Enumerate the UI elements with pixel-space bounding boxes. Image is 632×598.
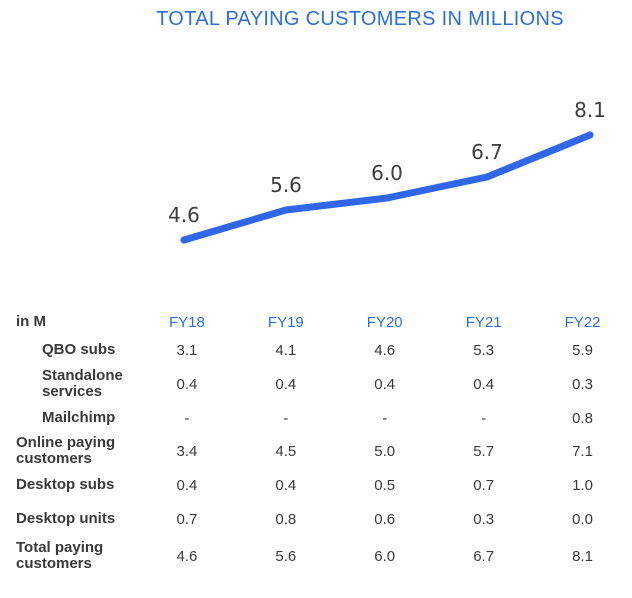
table-cell: 4.6 bbox=[374, 341, 396, 359]
table-cell: 5.0 bbox=[374, 442, 396, 460]
data-point bbox=[483, 173, 491, 181]
table-row: Online paying customers 3.4 4.5 5.0 5.7 … bbox=[16, 432, 632, 470]
table-cell: 5.6 bbox=[275, 547, 297, 565]
row-label: QBO subs bbox=[42, 341, 116, 358]
column-header: FY21 bbox=[465, 313, 502, 331]
table-cell: 0.4 bbox=[176, 375, 198, 393]
row-label: Online paying customers bbox=[16, 434, 116, 467]
row-label: Mailchimp bbox=[42, 409, 116, 426]
table-row: Standalone services 0.4 0.4 0.4 0.4 0.3 bbox=[16, 364, 632, 404]
column-header: FY19 bbox=[267, 313, 304, 331]
table-cell: 7.1 bbox=[572, 442, 593, 460]
data-label: 5.6 bbox=[270, 173, 302, 197]
column-header: FY18 bbox=[169, 313, 205, 331]
table-header-row: in M FY18 FY19 FY20 FY21 FY22 bbox=[16, 308, 632, 336]
table-row: Desktop subs 0.4 0.4 0.5 0.7 1.0 bbox=[16, 470, 632, 500]
table-cell: 4.6 bbox=[176, 547, 198, 565]
table-cell: 0.8 bbox=[572, 409, 593, 427]
row-label: Standalone services bbox=[42, 367, 123, 400]
data-point bbox=[180, 236, 188, 244]
table-cell: 0.3 bbox=[473, 510, 495, 528]
data-label: 4.6 bbox=[168, 203, 200, 227]
table-cell: - bbox=[481, 409, 487, 427]
table-cell: 0.4 bbox=[176, 476, 198, 494]
table-cell: 0.4 bbox=[473, 375, 495, 393]
table-cell: 0.4 bbox=[275, 476, 297, 494]
table-cell: 6.7 bbox=[473, 547, 495, 565]
data-point bbox=[282, 206, 290, 214]
line-chart: 4.6 5.6 6.0 6.7 8.1 bbox=[168, 98, 606, 244]
table-cell: 0.8 bbox=[275, 510, 297, 528]
table-cell: 0.7 bbox=[473, 476, 495, 494]
chart-title: TOTAL PAYING CUSTOMERS IN MILLIONS bbox=[0, 8, 632, 31]
table-cell: 5.7 bbox=[473, 442, 495, 460]
table-cell: 4.1 bbox=[275, 341, 297, 359]
chart-marks: 4.6 5.6 6.0 6.7 8.1 bbox=[168, 98, 606, 244]
data-point bbox=[383, 194, 391, 202]
row-label: Desktop subs bbox=[16, 476, 115, 493]
column-header: FY22 bbox=[564, 313, 601, 331]
table-cell: 0.4 bbox=[374, 375, 396, 393]
table-cell: - bbox=[184, 409, 190, 427]
table-row: QBO subs 3.1 4.1 4.6 5.3 5.9 bbox=[16, 336, 632, 364]
column-header: FY20 bbox=[366, 313, 403, 331]
table-cell: 0.3 bbox=[572, 375, 593, 393]
customer-table: in M FY18 FY19 FY20 FY21 FY22 QBO subs 3… bbox=[16, 308, 632, 574]
table-cell: 0.5 bbox=[374, 476, 396, 494]
table-cell: 8.1 bbox=[572, 547, 593, 565]
table-cell: 0.0 bbox=[572, 510, 593, 528]
table-cell: - bbox=[283, 409, 289, 427]
table-cell: 5.3 bbox=[473, 341, 495, 359]
table-row: Total paying customers 4.6 5.6 6.0 6.7 8… bbox=[16, 538, 632, 574]
table-cell: 1.0 bbox=[572, 476, 593, 494]
row-label: Total paying customers bbox=[16, 539, 104, 572]
table-cell: 6.0 bbox=[374, 547, 396, 565]
table-cell: 0.4 bbox=[275, 375, 297, 393]
table-cell: - bbox=[382, 409, 388, 427]
table-row: Desktop units 0.7 0.8 0.6 0.3 0.0 bbox=[16, 500, 632, 538]
row-label: Desktop units bbox=[16, 510, 116, 527]
data-label: 6.7 bbox=[471, 140, 503, 164]
table-cell: 4.5 bbox=[275, 442, 297, 460]
table-cell: 5.9 bbox=[572, 341, 593, 359]
series-line bbox=[180, 131, 594, 244]
unit-label: in M bbox=[16, 313, 46, 330]
data-label: 8.1 bbox=[574, 98, 606, 122]
chart-title-text: TOTAL PAYING CUSTOMERS IN MILLIONS bbox=[156, 8, 564, 30]
table-cell: 3.4 bbox=[176, 442, 198, 460]
table-row: Mailchimp - - - - 0.8 bbox=[16, 404, 632, 432]
table-cell: 3.1 bbox=[176, 341, 198, 359]
table-cell: 0.6 bbox=[374, 510, 396, 528]
table-cell: 0.7 bbox=[176, 510, 198, 528]
data-label: 6.0 bbox=[371, 161, 403, 185]
data-point bbox=[586, 131, 594, 139]
